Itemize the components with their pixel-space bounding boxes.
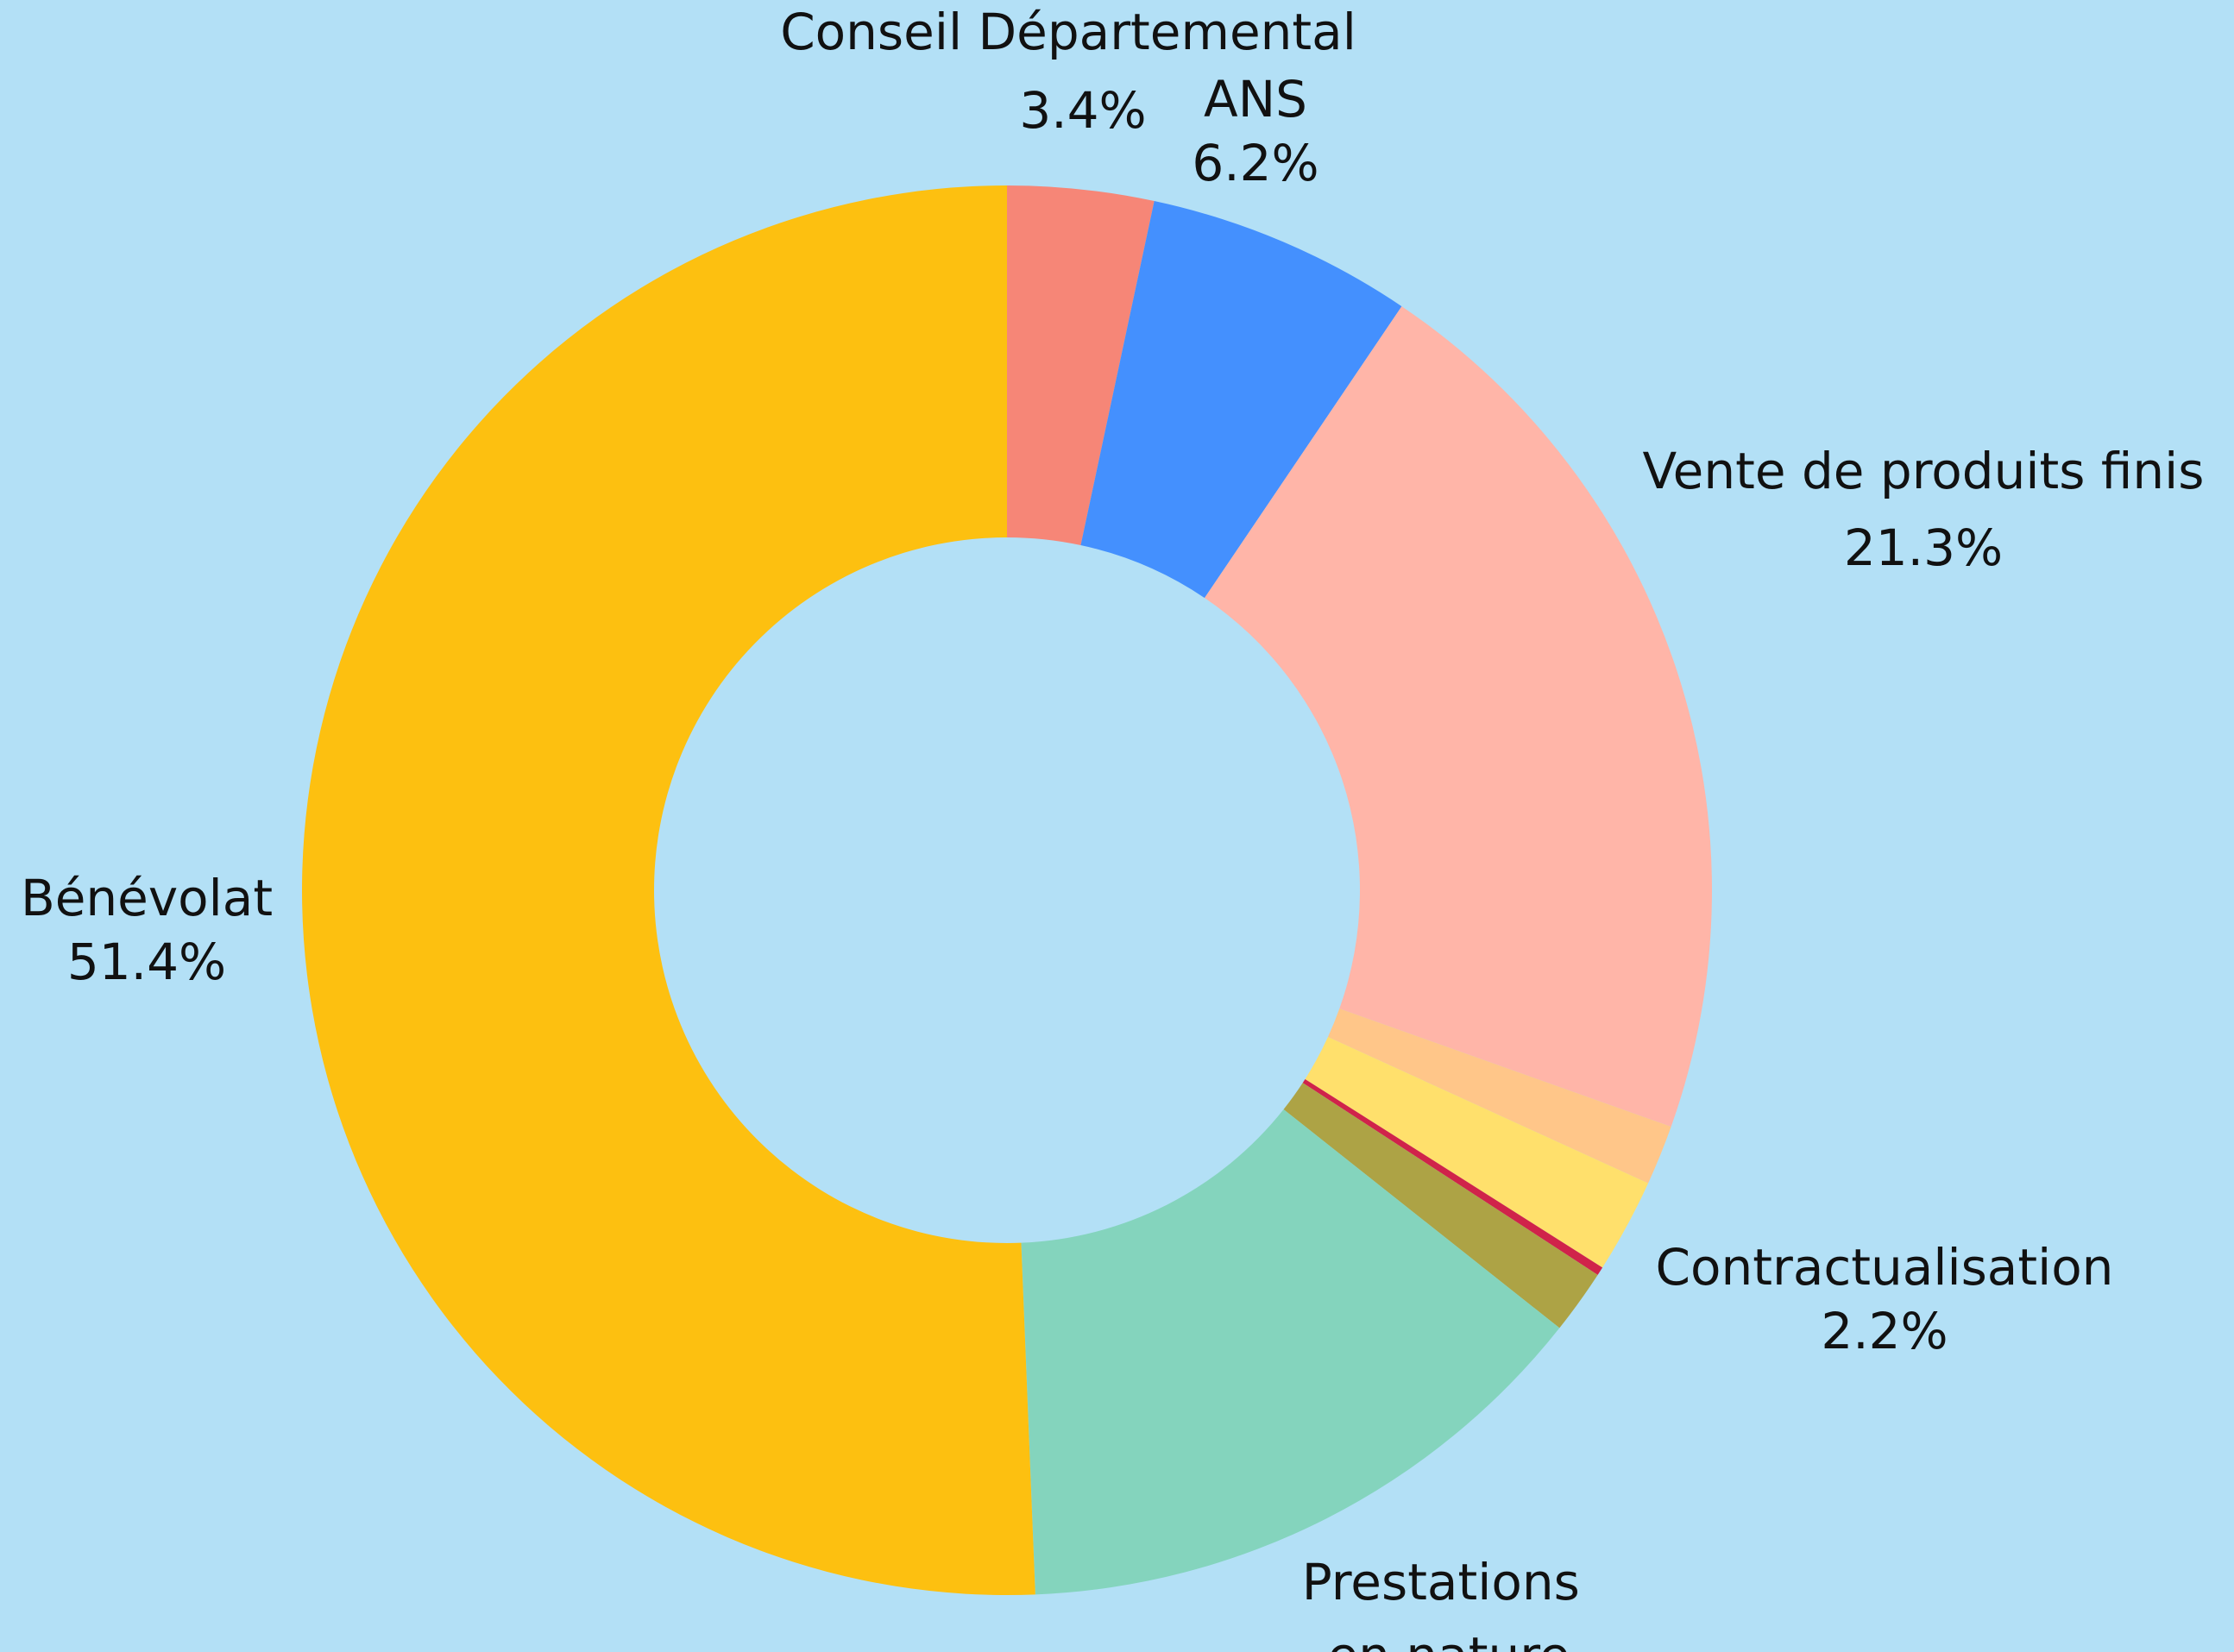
donut-slice [1205, 306, 1712, 1128]
value-label: 3.4% [1019, 81, 1146, 140]
value-label: 51.4% [67, 933, 226, 991]
slice-label: ANS [1204, 70, 1307, 129]
value-label: 21.3% [1844, 518, 2003, 577]
donut-slice [1327, 1008, 1671, 1184]
donut-slice [1007, 185, 1155, 546]
slice-label: Conseil Départemental [780, 3, 1356, 61]
donut-slice [1283, 1083, 1598, 1329]
slice-label: Prestations en nature [1302, 1553, 1595, 1652]
value-label: 2.2% [1821, 1302, 1948, 1360]
donut-slice [1080, 201, 1402, 599]
donut-slice [1302, 1078, 1603, 1275]
slice-label: Contractualisation [1656, 1238, 2114, 1297]
donut-slice [1305, 1037, 1649, 1268]
label-line: Prestations [1302, 1553, 1595, 1611]
donut-slice [302, 185, 1035, 1595]
slice-label: Vente de produits finis [1643, 442, 2205, 500]
label-line: en nature [1328, 1626, 1570, 1652]
slice-label: Bénévolat [21, 869, 273, 927]
donut-slice [1021, 1109, 1560, 1595]
value-label: 6.2% [1192, 134, 1318, 192]
